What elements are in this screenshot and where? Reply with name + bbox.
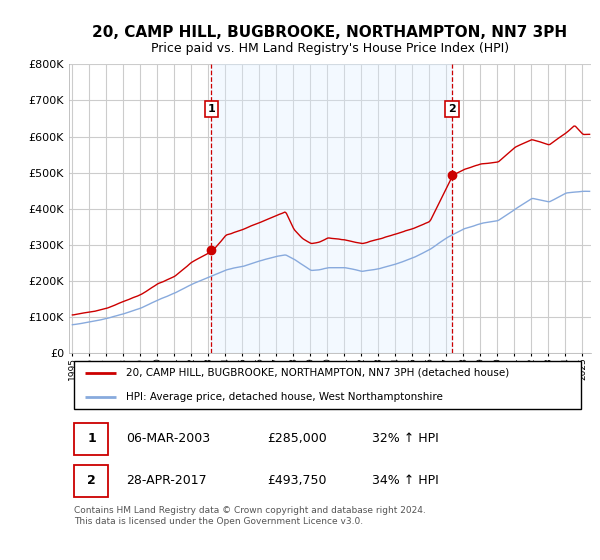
- Text: 1: 1: [208, 104, 215, 114]
- Text: 06-MAR-2003: 06-MAR-2003: [127, 432, 211, 445]
- Text: £493,750: £493,750: [268, 474, 327, 487]
- Text: Price paid vs. HM Land Registry's House Price Index (HPI): Price paid vs. HM Land Registry's House …: [151, 42, 509, 55]
- Text: HPI: Average price, detached house, West Northamptonshire: HPI: Average price, detached house, West…: [127, 392, 443, 402]
- FancyBboxPatch shape: [74, 361, 581, 409]
- Text: 1: 1: [87, 432, 96, 445]
- Text: 2: 2: [87, 474, 96, 487]
- Text: £285,000: £285,000: [268, 432, 327, 445]
- Text: 28-APR-2017: 28-APR-2017: [127, 474, 207, 487]
- Text: 34% ↑ HPI: 34% ↑ HPI: [372, 474, 439, 487]
- FancyBboxPatch shape: [74, 465, 108, 497]
- Text: 20, CAMP HILL, BUGBROOKE, NORTHAMPTON, NN7 3PH (detached house): 20, CAMP HILL, BUGBROOKE, NORTHAMPTON, N…: [127, 368, 509, 378]
- Text: Contains HM Land Registry data © Crown copyright and database right 2024.
This d: Contains HM Land Registry data © Crown c…: [74, 506, 426, 526]
- Text: 32% ↑ HPI: 32% ↑ HPI: [372, 432, 439, 445]
- FancyBboxPatch shape: [74, 423, 108, 455]
- Bar: [211, 64, 452, 353]
- Text: 20, CAMP HILL, BUGBROOKE, NORTHAMPTON, NN7 3PH: 20, CAMP HILL, BUGBROOKE, NORTHAMPTON, N…: [92, 25, 568, 40]
- Text: 2: 2: [448, 104, 456, 114]
